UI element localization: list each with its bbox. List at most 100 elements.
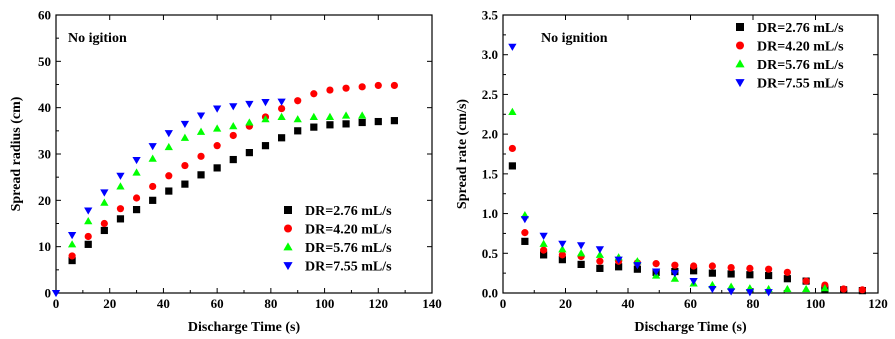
data-point (229, 122, 238, 130)
data-point (801, 284, 811, 293)
data-point (358, 118, 366, 127)
data-point (726, 282, 736, 290)
legend-label: DR=7.55 mL/s (757, 77, 844, 92)
x-tick-label: 80 (747, 296, 760, 311)
legend-marker (735, 59, 745, 68)
legend-label: DR=4.20 mL/s (305, 223, 392, 238)
data-point (651, 268, 661, 276)
data-point (708, 285, 717, 294)
data-point (229, 155, 237, 164)
data-point (342, 84, 350, 92)
series-3 (67, 111, 367, 248)
data-point (708, 269, 716, 277)
data-point (326, 86, 334, 94)
data-point (670, 274, 680, 282)
data-point (708, 262, 716, 270)
data-point (726, 288, 736, 296)
y-tick-label: 1.0 (482, 206, 498, 221)
x-tick-label: 120 (868, 296, 888, 311)
x-tick-label: 100 (315, 296, 335, 311)
data-point (745, 289, 755, 297)
data-point (310, 123, 318, 131)
data-point (689, 278, 698, 286)
data-point (595, 246, 605, 254)
data-point (51, 289, 61, 298)
data-point (181, 161, 189, 170)
data-point (213, 142, 221, 150)
data-point (245, 149, 253, 157)
data-point (783, 284, 792, 293)
data-point (132, 168, 141, 176)
data-point (100, 189, 109, 197)
data-point (746, 271, 754, 279)
data-point (746, 264, 754, 272)
y-axis-title: Spread radius (cm) (9, 96, 24, 211)
x-tick-label: 20 (103, 296, 116, 311)
data-point (294, 97, 302, 105)
data-point (671, 261, 679, 269)
x-tick-label: 100 (806, 296, 826, 311)
data-point (341, 111, 351, 119)
data-point (390, 81, 398, 90)
data-point (670, 270, 680, 278)
data-point (116, 182, 125, 190)
data-point (802, 277, 810, 285)
data-point (540, 246, 548, 254)
y-tick-label: 2.5 (482, 87, 499, 102)
data-point (539, 239, 548, 247)
data-point (576, 242, 586, 250)
data-point (358, 83, 366, 91)
y-tick-label: 40 (38, 100, 51, 115)
y-tick-label: 60 (38, 8, 51, 23)
data-point (213, 164, 221, 172)
data-point (116, 205, 125, 213)
legend-label: DR=7.55 mL/s (305, 260, 392, 275)
data-point (181, 180, 189, 188)
data-point (783, 268, 791, 276)
y-tick-label: 0 (45, 286, 52, 301)
data-point (84, 207, 93, 215)
data-point (633, 262, 642, 270)
data-point (196, 112, 206, 120)
data-point (358, 111, 367, 119)
data-point (615, 263, 623, 271)
data-point (116, 215, 125, 223)
data-point (67, 240, 77, 248)
data-point (278, 134, 286, 142)
legend: DR=2.76 mL/s DR=4.20 mL/s DR=5.76 mL/s DR=7… (735, 21, 844, 92)
x-tick-label: 60 (211, 296, 224, 311)
data-point (765, 265, 773, 273)
x-axis-title: Discharge Time (s) (634, 320, 747, 335)
y-tick-label: 30 (38, 147, 51, 162)
y-tick-label: 0.0 (482, 286, 498, 301)
legend-marker (735, 79, 745, 88)
series-4 (508, 43, 773, 297)
data-point (840, 285, 848, 293)
data-point (309, 112, 318, 120)
series-3 (508, 107, 830, 293)
series-4 (51, 98, 286, 298)
legend-label: DR=5.76 mL/s (757, 58, 844, 73)
data-point (858, 286, 866, 294)
data-point (508, 43, 517, 51)
data-point (596, 257, 604, 265)
legend-label: DR=2.76 mL/s (757, 21, 844, 36)
data-point (727, 270, 735, 278)
data-point (229, 131, 237, 140)
data-point (197, 171, 205, 179)
y-tick-label: 3.0 (482, 47, 498, 62)
data-point (310, 90, 318, 98)
data-point (783, 275, 791, 283)
data-point (245, 118, 254, 126)
chart-panel-1: 0 20 40 60 80 100 120 140 0 10 20 30 40 50 60 Discharge… (9, 8, 442, 336)
data-point (245, 100, 254, 109)
y-tick-label: 10 (38, 239, 51, 254)
series-2 (68, 81, 398, 260)
data-point (539, 232, 548, 240)
data-point (165, 172, 173, 180)
condition-annotation: No ignition (541, 31, 608, 46)
legend-label: DR=4.20 mL/s (757, 40, 844, 55)
data-point (342, 120, 350, 128)
data-point (180, 133, 190, 141)
